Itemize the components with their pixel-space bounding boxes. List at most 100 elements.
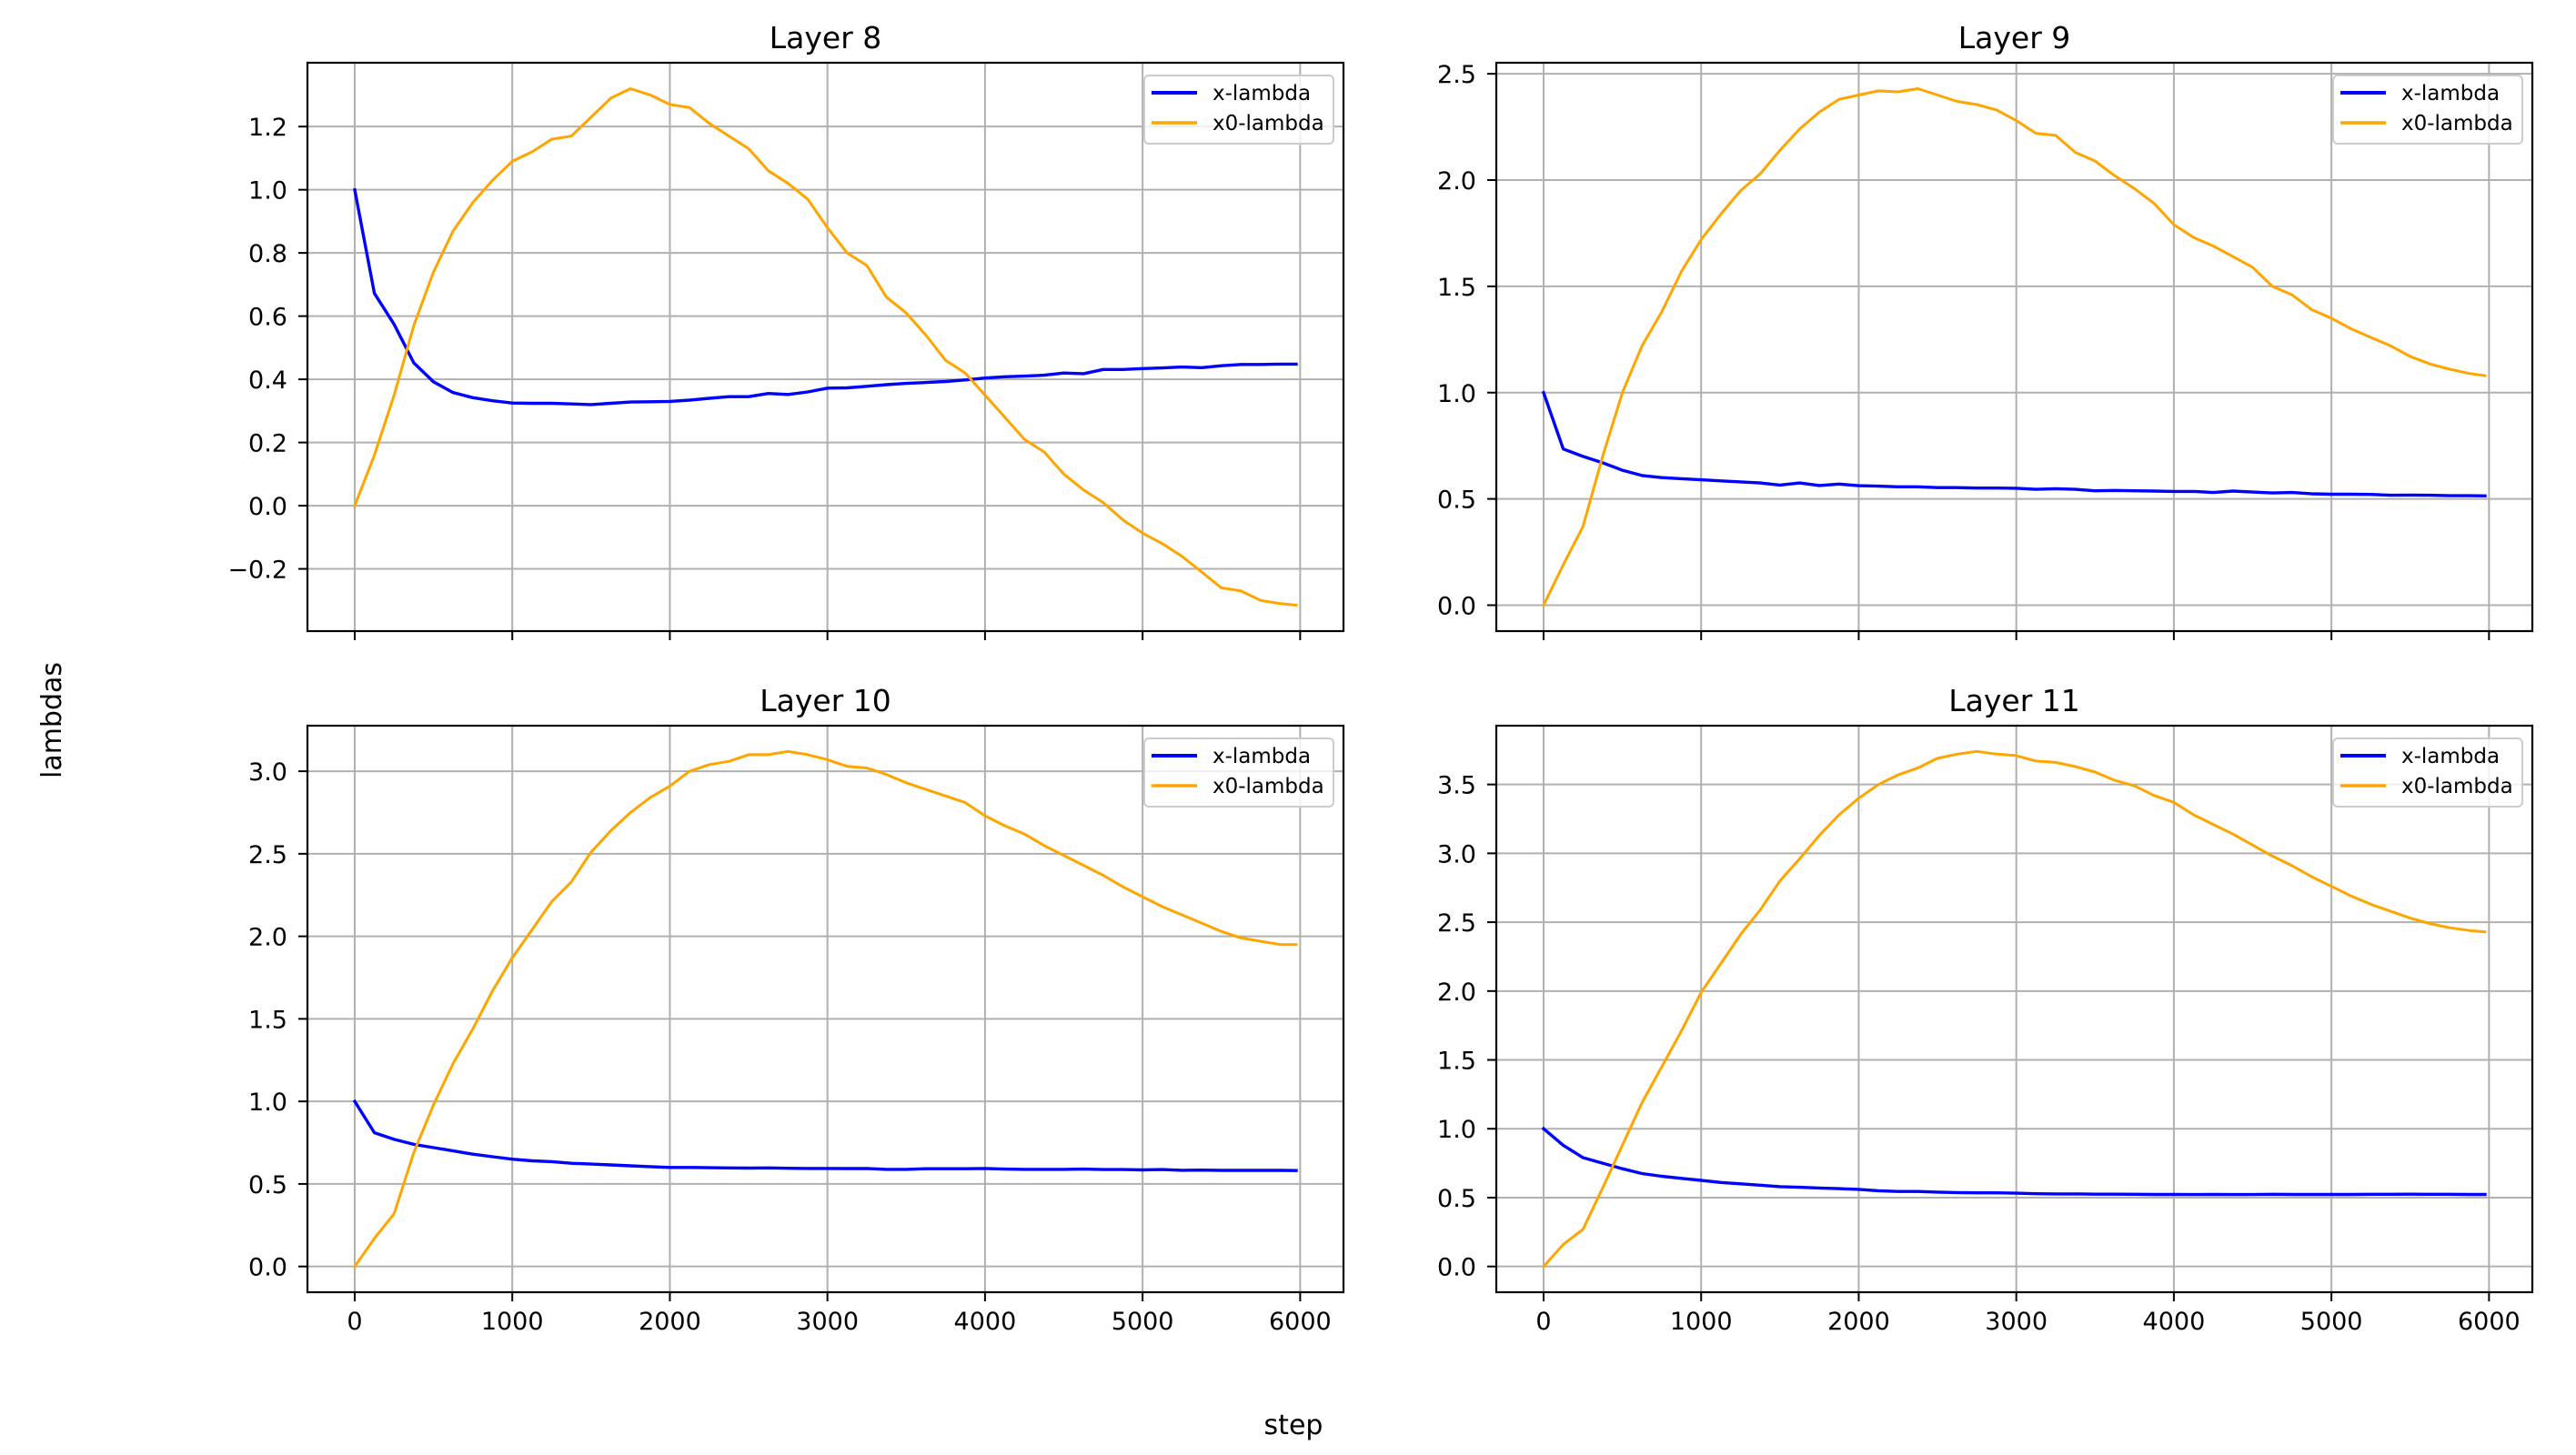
legend-label: x0-lambda [1213,775,1324,798]
legend-item-x-lambda: x-lambda [2340,82,2500,105]
x-axis: 0 1000 2000 3000 4000 5000 6000 [1535,1292,2521,1336]
subplot-layer-9: 0.0 0.5 1.0 1.5 2.0 2.5 Layer 9 x-lambda x0-lamb… [1437,20,2534,640]
series-line-x-lambda [1541,390,2487,498]
y-tick-label: 0.2 [248,430,287,458]
series-line-x-lambda [352,1099,1298,1172]
legend: x-lambda x0-lambda [2332,75,2523,145]
x-axis: 0 1000 2000 3000 4000 5000 6000 [347,1292,1332,1336]
y-tick-label: 1.5 [248,1006,287,1034]
series-line-x-lambda [353,187,1298,406]
y-axis: 0.0 0.5 1.0 1.5 2.0 2.5 3.0 3.5 [1437,772,1496,1282]
gridlines [1496,726,2532,1292]
x-tick-label: 0 [1535,1308,1551,1336]
y-tick-label: 2.0 [1437,978,1476,1007]
x-tick-label: 1000 [1670,1308,1733,1336]
figure-xlabel: step [1264,1410,1323,1441]
y-tick-label: 1.5 [1437,1048,1476,1076]
y-tick-label: 0.6 [248,304,287,332]
subplot-layer-11: 0 1000 2000 3000 4000 5000 6000 0.0 0.5 1.0 1.5 2.0… [1437,683,2534,1336]
series-line-x0-lambda [352,749,1298,1269]
figure-ylabel: lambdas [36,662,68,778]
plot-area [307,63,1343,631]
y-tick-label: −0.2 [227,557,287,585]
legend-item-x0-lambda: x0-lambda [1152,775,1324,798]
y-tick-label: 1.0 [248,177,287,206]
y-tick-label: 2.0 [248,924,287,952]
y-tick-label: 1.0 [248,1089,287,1117]
series-line-x-lambda [1541,1126,2487,1197]
subplot-title: Layer 8 [770,20,882,55]
plot-area [1496,726,2532,1292]
y-tick-label: 1.5 [1437,274,1476,302]
legend: x-lambda x0-lambda [1143,75,1334,145]
legend-item-x0-lambda: x0-lambda [1152,112,1324,135]
subplot-title: Layer 10 [760,683,891,718]
x-axis [353,631,1302,640]
y-tick-label: 2.5 [1437,61,1476,89]
plot-area [307,726,1343,1292]
legend-label: x-lambda [1213,745,1311,768]
y-tick-label: 0.0 [248,1254,287,1282]
x-tick-label: 6000 [2458,1308,2521,1336]
legend-label: x-lambda [1213,82,1311,105]
gridlines [307,63,1343,631]
y-tick-label: 1.0 [1437,380,1476,408]
legend-label: x-lambda [2401,82,2500,105]
y-tick-label: 0.5 [1437,487,1476,515]
x-tick-label: 2000 [1827,1308,1890,1336]
y-tick-label: 0.8 [248,240,287,268]
legend-label: x0-lambda [2401,112,2513,135]
axes-frame [1494,724,2534,1294]
legend-item-x-lambda: x-lambda [2340,745,2500,768]
subplot-title: Layer 9 [1958,20,2071,55]
subplot-title: Layer 11 [1948,683,2080,718]
y-tick-label: 3.5 [1437,772,1476,800]
y-tick-label: 2.0 [1437,167,1476,196]
x-tick-label: 5000 [1112,1308,1174,1336]
x-tick-label: 3000 [796,1308,859,1336]
x-axis [1542,631,2490,640]
legend: x-lambda x0-lambda [1143,738,1334,808]
series-lines [352,749,1298,1269]
y-tick-label: 0.0 [1437,1254,1476,1282]
legend-item-x-lambda: x-lambda [1152,745,1311,768]
series-line-x0-lambda [1541,87,2487,607]
x-tick-label: 0 [347,1308,362,1336]
y-tick-label: 0.0 [1437,592,1476,620]
legend-item-x-lambda: x-lambda [1152,82,1311,105]
y-axis: 0.0 0.5 1.0 1.5 2.0 2.5 3.0 [248,758,307,1282]
y-axis: 0.0 0.5 1.0 1.5 2.0 2.5 [1437,61,1496,620]
axes-frame [306,61,1345,633]
series-lines [1541,749,2487,1269]
x-tick-label: 1000 [481,1308,544,1336]
legend-label: x0-lambda [2401,775,2513,798]
gridlines [1496,63,2532,631]
x-tick-label: 3000 [1985,1308,2048,1336]
subplot-layer-8: −0.2 0.0 0.2 0.4 0.6 0.8 1.0 1.2 Layer 8 x-lambda… [227,20,1345,640]
series-lines [353,87,1298,607]
x-tick-label: 4000 [954,1308,1017,1336]
subplot-grid: −0.2 0.0 0.2 0.4 0.6 0.8 1.0 1.2 Layer 8 x-lambda… [227,20,2534,1336]
x-tick-label: 5000 [2300,1308,2363,1336]
legend-item-x0-lambda: x0-lambda [2340,775,2513,798]
y-tick-label: 0.0 [248,493,287,521]
legend-label: x-lambda [2401,745,2500,768]
legend-item-x0-lambda: x0-lambda [2340,112,2513,135]
series-line-x0-lambda [1541,749,2487,1269]
plot-area [1496,63,2532,631]
series-lines [1541,87,2487,607]
legend: x-lambda x0-lambda [2332,738,2523,808]
y-tick-label: 3.0 [248,758,287,787]
series-line-x0-lambda [353,87,1298,607]
subplot-layer-10: 0 1000 2000 3000 4000 5000 6000 0.0 0.5 1.0 1.5 2.0… [248,683,1345,1336]
axes-frame [306,724,1345,1294]
x-tick-label: 4000 [2143,1308,2206,1336]
axes-frame [1494,61,2534,633]
y-tick-label: 0.5 [1437,1185,1476,1213]
y-tick-label: 0.4 [248,366,287,395]
legend-label: x0-lambda [1213,112,1324,135]
y-tick-label: 1.0 [1437,1116,1476,1144]
y-tick-label: 2.5 [1437,909,1476,938]
x-tick-label: 6000 [1269,1308,1332,1336]
